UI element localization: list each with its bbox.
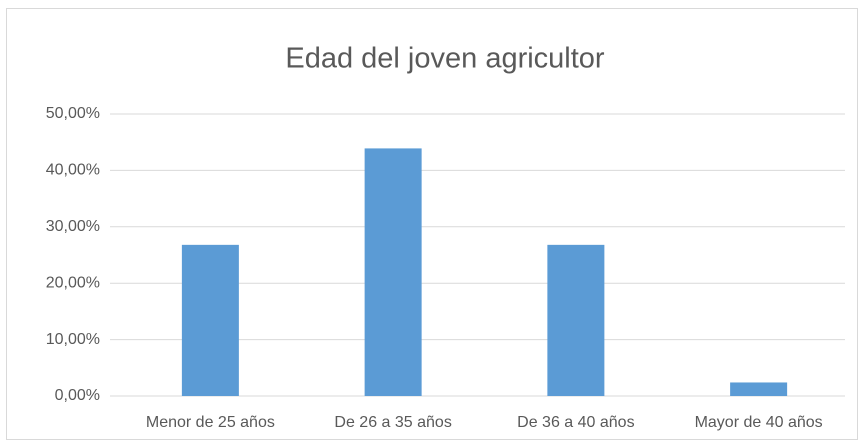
y-tick-label: 10,00%	[46, 331, 100, 348]
y-tick-label: 40,00%	[46, 162, 100, 179]
bar	[730, 382, 788, 396]
bar	[181, 244, 239, 396]
y-tick-label: 0,00%	[55, 387, 100, 404]
x-tick-label: Mayor de 40 años	[695, 414, 823, 431]
bar	[364, 148, 422, 396]
bar	[547, 244, 605, 396]
chart-title: Edad del joven agricultor	[285, 43, 605, 75]
x-tick-label: Menor de 25 años	[146, 414, 275, 431]
y-tick-label: 30,00%	[46, 218, 100, 235]
x-tick-label: De 26 a 35 años	[334, 414, 451, 431]
chart-border	[6, 8, 858, 440]
y-tick-label: 20,00%	[46, 274, 100, 291]
y-tick-label: 50,00%	[46, 105, 100, 122]
x-tick-label: De 36 a 40 años	[517, 414, 634, 431]
